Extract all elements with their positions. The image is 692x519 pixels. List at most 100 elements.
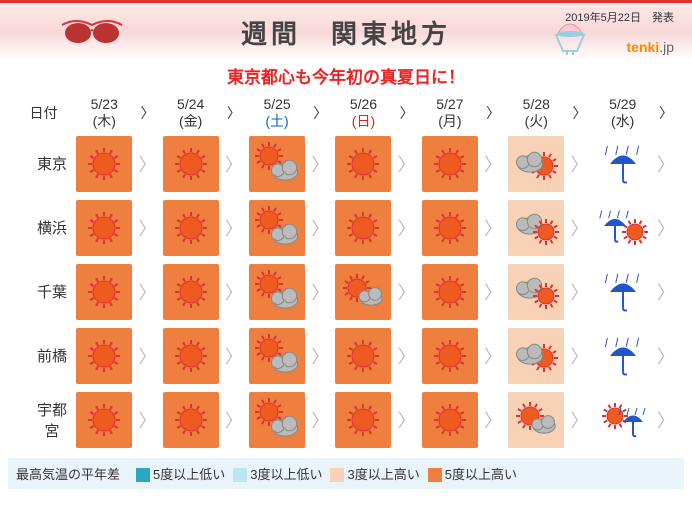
weather-icon [595,200,651,256]
legend-swatch [136,468,150,482]
brand-prefix: tenki [627,39,660,55]
brand-suffix: .jp [659,39,674,55]
chevron-icon: 〉 [137,324,157,388]
forecast-table: 日付5/23(木)〉5/24(金)〉5/25(土)〉5/26(日)〉5/27(月… [16,94,676,452]
chevron-icon: 〉 [483,324,503,388]
chevron-icon: 〉 [137,94,157,132]
forecast-cell [330,388,396,452]
forecast-cell [330,132,396,196]
weather-icon [422,264,478,320]
forecast-cell [244,196,310,260]
weather-icon [163,200,219,256]
weather-icon [508,136,564,192]
legend-swatch [330,468,344,482]
day-header: 5/23(木) [71,94,137,132]
weather-icon [76,264,132,320]
chevron-icon: 〉 [397,132,417,196]
chevron-icon: 〉 [483,94,503,132]
publish-date: 2019年5月22日 発表 [565,9,674,25]
weather-icon [508,264,564,320]
chevron-icon: 〉 [397,324,417,388]
chevron-icon: 〉 [569,94,589,132]
forecast-cell [417,324,483,388]
date-header: 日付 [16,94,71,132]
weather-forecast-card: 週間 関東地方 2019年5月22日 発表 tenki.jp 東京都心も今年初の… [0,0,692,519]
sunglasses-icon [60,15,124,54]
forecast-cell [503,196,569,260]
chevron-icon: 〉 [569,388,589,452]
forecast-cell [589,260,655,324]
forecast-cell [589,132,655,196]
weather-icon [335,392,391,448]
header: 週間 関東地方 2019年5月22日 発表 tenki.jp [0,0,692,61]
forecast-cell [157,196,223,260]
legend: 最高気温の平年差 5度以上低い3度以上低い3度以上高い5度以上高い [8,458,684,489]
weather-icon [508,200,564,256]
legend-swatch [428,468,442,482]
city-label: 千葉 [16,260,71,324]
forecast-cell [503,132,569,196]
chevron-icon: 〉 [310,132,330,196]
forecast-cell [417,260,483,324]
weather-icon [249,264,305,320]
weather-icon [335,328,391,384]
forecast-cell [244,260,310,324]
weather-icon [422,392,478,448]
title: 週間 関東地方 [241,14,451,51]
forecast-cell [330,196,396,260]
weather-icon [508,392,564,448]
forecast-cell [589,388,655,452]
chevron-icon: 〉 [224,94,244,132]
forecast-cell [71,196,137,260]
legend-label: 3度以上低い [250,467,322,482]
forecast-cell [589,196,655,260]
forecast-cell [71,388,137,452]
chevron-icon: 〉 [569,132,589,196]
forecast-cell [244,388,310,452]
chevron-icon: 〉 [569,260,589,324]
weather-icon [422,136,478,192]
city-label: 東京 [16,132,71,196]
weather-icon [163,328,219,384]
weather-icon [335,136,391,192]
day-header: 5/27(月) [417,94,483,132]
day-header: 5/26(日) [330,94,396,132]
city-label: 横浜 [16,196,71,260]
legend-label: 5度以上高い [445,467,517,482]
weather-icon [249,328,305,384]
chevron-icon: 〉 [483,196,503,260]
weather-icon [335,264,391,320]
chevron-icon: 〉 [137,132,157,196]
weather-icon [76,392,132,448]
chevron-icon: 〉 [656,388,676,452]
forecast-cell [503,260,569,324]
legend-label: 3度以上高い [347,467,419,482]
weather-icon [249,136,305,192]
chevron-icon: 〉 [224,132,244,196]
brand: tenki.jp [627,39,674,55]
forecast-cell [244,324,310,388]
legend-label: 5度以上低い [153,467,225,482]
weather-icon [163,264,219,320]
forecast-cell [503,388,569,452]
chevron-icon: 〉 [397,388,417,452]
day-header: 5/24(金) [157,94,223,132]
chevron-icon: 〉 [397,260,417,324]
forecast-cell [157,260,223,324]
weather-icon [76,328,132,384]
forecast-cell [417,388,483,452]
forecast-cell [503,324,569,388]
forecast-cell [157,388,223,452]
forecast-cell [330,324,396,388]
weather-icon [76,136,132,192]
chevron-icon: 〉 [310,94,330,132]
forecast-cell [589,324,655,388]
forecast-cell [417,196,483,260]
forecast-cell [71,132,137,196]
forecast-cell [71,260,137,324]
weather-icon [595,392,651,448]
weather-icon [163,136,219,192]
chevron-icon: 〉 [310,324,330,388]
chevron-icon: 〉 [483,260,503,324]
weather-icon [595,328,651,384]
